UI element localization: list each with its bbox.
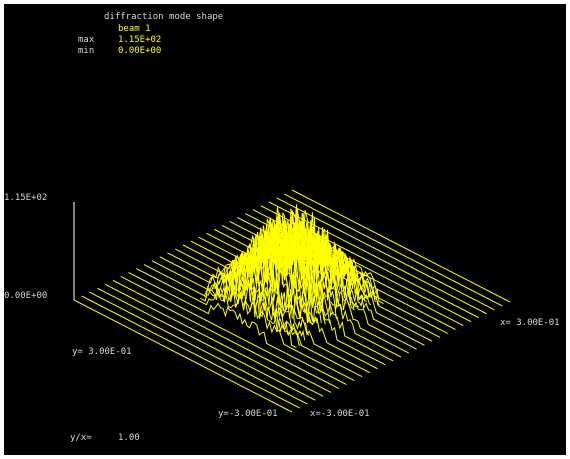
grid-line xyxy=(89,291,308,405)
max-label: max xyxy=(78,35,95,45)
x-corner-label: x= 3.00E-01 xyxy=(500,318,560,328)
z-axis-max-label: 1.15E+02 xyxy=(4,193,48,203)
peak-trace xyxy=(200,287,297,349)
mode-peaks xyxy=(200,204,384,349)
grid-line xyxy=(151,260,371,374)
grid-line xyxy=(73,299,293,413)
grid-line xyxy=(198,209,417,350)
grid-line xyxy=(112,279,332,393)
plot-window: diffraction mode shape beam 1 max 1.15E+… xyxy=(4,4,566,455)
peak-trace xyxy=(241,221,339,320)
surface-plot xyxy=(73,189,511,413)
grid-line xyxy=(128,272,347,385)
y-corner-label: y= 3.00E-01 xyxy=(72,347,132,357)
z-axis-min-label: 0.00E+00 xyxy=(4,291,48,301)
min-label: min xyxy=(78,46,95,56)
x-neg-label: x=-3.00E-01 xyxy=(310,409,370,419)
chart-title: diffraction mode shape xyxy=(104,12,224,22)
grid-line xyxy=(81,295,301,409)
grid-line xyxy=(268,201,487,315)
grid-line xyxy=(104,283,324,397)
max-value: 1.15E+02 xyxy=(118,35,162,45)
peak-trace xyxy=(204,279,301,346)
grid-line xyxy=(276,197,495,311)
aspect-ratio-value: 1.00 xyxy=(118,433,140,443)
grid-line xyxy=(97,287,316,401)
peak-trace xyxy=(212,262,310,336)
grid-line xyxy=(143,264,363,378)
grid-line xyxy=(120,275,339,389)
grid-line xyxy=(283,193,503,307)
min-value: 0.00E+00 xyxy=(118,46,162,56)
peak-trace xyxy=(287,244,384,305)
grid-line xyxy=(291,189,511,303)
aspect-ratio-label: y/x= xyxy=(70,433,92,443)
peak-trace xyxy=(216,253,314,326)
y-neg-label: y=-3.00E-01 xyxy=(218,409,278,419)
series-label: beam 1 xyxy=(118,24,151,34)
peak-trace xyxy=(274,232,372,305)
